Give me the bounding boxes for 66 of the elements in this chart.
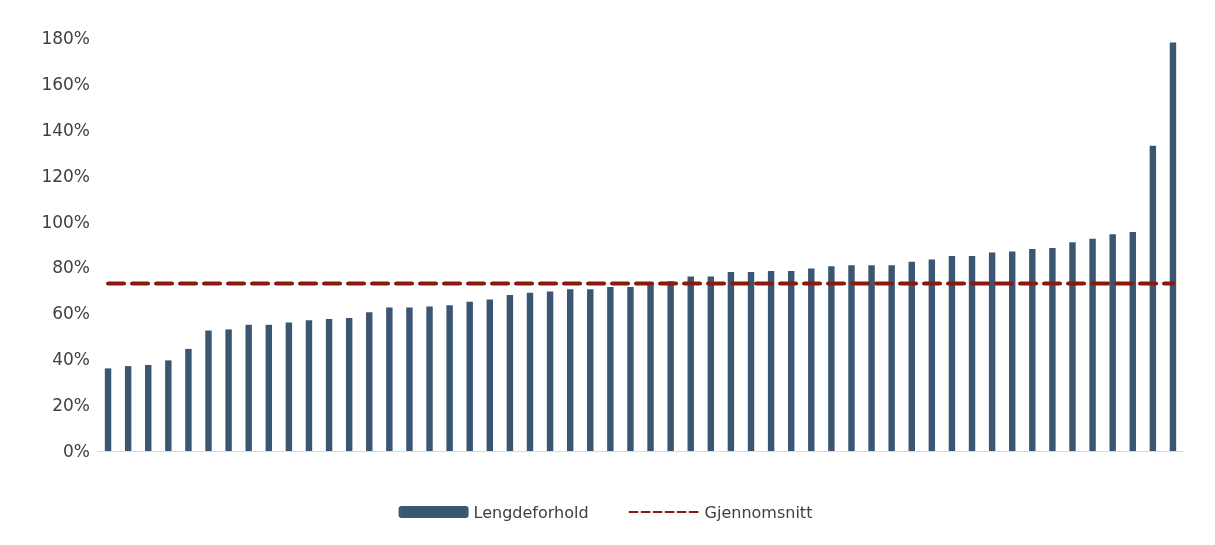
bar <box>667 281 674 451</box>
bar <box>386 307 393 451</box>
bar <box>1149 145 1157 451</box>
bar <box>145 364 152 451</box>
y-tick-label: 40% <box>52 349 90 370</box>
bar <box>828 266 835 451</box>
bar <box>1169 42 1177 451</box>
bar <box>928 259 936 451</box>
bar <box>1009 251 1016 451</box>
bar <box>848 265 855 451</box>
bar <box>908 261 915 451</box>
bar <box>124 366 132 451</box>
bar <box>627 286 634 451</box>
bar <box>325 319 333 451</box>
bar <box>486 299 494 451</box>
bar <box>1069 242 1076 451</box>
bar <box>466 301 473 451</box>
y-tick-label: 140% <box>41 119 90 140</box>
bar <box>1109 234 1116 451</box>
y-tick-label: 80% <box>52 257 90 278</box>
bar <box>868 265 875 451</box>
y-tick-label: 20% <box>52 395 90 416</box>
bar <box>305 320 313 451</box>
bar <box>205 330 212 451</box>
bar <box>104 368 112 451</box>
bar <box>285 322 293 451</box>
bar <box>225 329 232 451</box>
bar <box>1089 238 1096 451</box>
bar <box>707 276 715 451</box>
bar <box>767 270 775 451</box>
bar <box>1129 231 1136 451</box>
bar <box>1049 247 1056 451</box>
bar <box>426 306 433 451</box>
legend-label: Gjennomsnitt <box>704 502 813 522</box>
bar <box>245 324 252 451</box>
bar <box>185 348 192 451</box>
bar <box>948 255 956 451</box>
bar <box>727 272 735 451</box>
bar <box>566 289 574 451</box>
y-tick-label: 100% <box>41 211 90 232</box>
bar <box>1029 249 1036 451</box>
y-tick-label: 180% <box>41 28 90 48</box>
bar <box>546 291 554 451</box>
legend-label: Lengdeforhold <box>473 502 589 522</box>
bar <box>526 292 534 451</box>
bar <box>988 252 996 451</box>
bar <box>687 276 694 451</box>
bar <box>345 317 353 451</box>
bar <box>406 307 413 451</box>
bar <box>165 360 172 451</box>
bar <box>888 265 895 451</box>
bar <box>587 289 594 451</box>
y-tick-label: 120% <box>41 165 90 186</box>
bar <box>446 305 453 451</box>
bar <box>747 272 755 451</box>
bar <box>647 283 654 451</box>
bar <box>506 294 514 451</box>
bar <box>968 255 976 451</box>
bar <box>808 268 815 451</box>
bar <box>265 324 272 451</box>
y-tick-label: 160% <box>41 73 90 94</box>
bar <box>787 270 795 451</box>
y-tick-label: 0% <box>63 441 90 461</box>
bar <box>366 312 373 451</box>
bar <box>607 286 614 451</box>
y-tick-label: 60% <box>52 303 90 324</box>
